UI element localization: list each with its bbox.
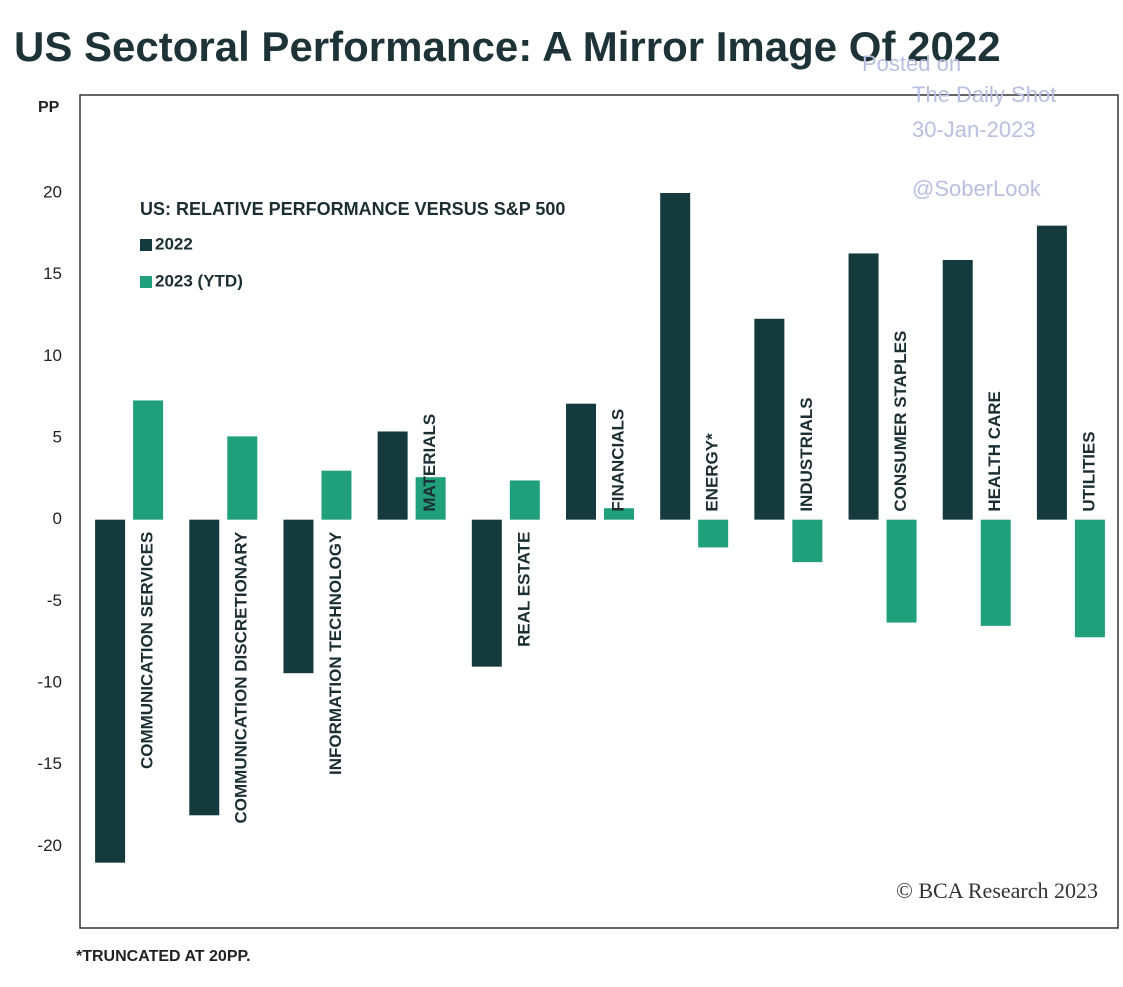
- bar: [95, 519, 126, 863]
- bar: [471, 519, 502, 667]
- y-tick-label: -15: [37, 754, 62, 773]
- y-tick-label: -10: [37, 672, 62, 691]
- watermark: Posted on: [862, 51, 961, 76]
- category-label: INDUSTRIALS: [797, 397, 816, 511]
- legend-swatch: [140, 276, 152, 288]
- bar: [698, 519, 729, 548]
- bar: [942, 259, 973, 520]
- legend-label: 2022: [155, 234, 193, 253]
- bar: [283, 519, 314, 674]
- category-label: UTILITIES: [1079, 431, 1098, 511]
- category-label: ENERGY*: [703, 433, 722, 512]
- bar: [660, 193, 691, 520]
- legend-title: US: RELATIVE PERFORMANCE VERSUS S&P 500: [140, 199, 565, 219]
- source: © BCA Research 2023: [896, 878, 1098, 903]
- chart-title: US Sectoral Performance: A Mirror Image …: [14, 23, 1001, 70]
- bar: [377, 431, 408, 520]
- watermark: The Daily Shot: [912, 82, 1056, 107]
- bar: [792, 519, 823, 563]
- category-label: COMMUNICATION SERVICES: [138, 532, 157, 769]
- y-tick-label: -20: [37, 836, 62, 855]
- bar: [566, 403, 596, 520]
- y-tick-label: 5: [53, 427, 62, 446]
- category-label: INFORMATION TECHNOLOGY: [326, 531, 345, 775]
- y-tick-label: 0: [53, 509, 62, 528]
- bar: [604, 508, 634, 520]
- bar: [509, 480, 540, 520]
- bar: [415, 477, 446, 520]
- bar: [1074, 519, 1105, 638]
- category-label: CONSUMER STAPLES: [891, 331, 910, 512]
- bar: [754, 318, 785, 520]
- watermark: 30-Jan-2023: [912, 117, 1036, 142]
- bar: [189, 519, 220, 816]
- bar: [227, 436, 258, 520]
- y-tick-label: 20: [43, 182, 62, 201]
- legend-label: 2023 (YTD): [155, 271, 243, 290]
- bar: [980, 519, 1011, 626]
- bar: [848, 253, 879, 520]
- y-axis-label: PP: [38, 99, 60, 116]
- y-tick-label: 15: [43, 264, 62, 283]
- bar: [886, 519, 917, 623]
- category-label: COMMUNICATION DISCRETIONARY: [232, 531, 251, 823]
- bar: [1036, 225, 1067, 520]
- bar: [321, 470, 352, 520]
- y-tick-label: 10: [43, 346, 62, 365]
- category-label: HEALTH CARE: [985, 391, 1004, 512]
- footnote: *TRUNCATED AT 20PP.: [76, 948, 251, 965]
- watermark: @SoberLook: [912, 176, 1042, 201]
- plot-frame: [79, 94, 1119, 929]
- category-label: FINANCIALS: [608, 409, 627, 512]
- category-label: MATERIALS: [420, 414, 439, 512]
- legend-swatch: [140, 239, 152, 251]
- y-tick-label: -5: [47, 591, 62, 610]
- bar: [133, 400, 164, 520]
- category-label: REAL ESTATE: [514, 532, 533, 647]
